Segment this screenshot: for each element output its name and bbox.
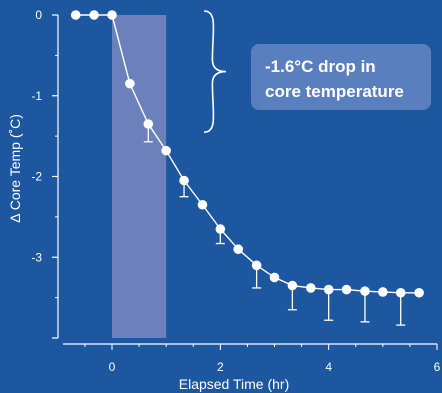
data-point: [197, 199, 208, 210]
data-point: [305, 283, 316, 293]
y-tick-label: -2: [31, 170, 42, 184]
annotation-line-1: -1.6°C drop in: [265, 57, 376, 76]
data-point: [251, 260, 262, 271]
data-point: [414, 287, 424, 298]
y-axis: 0 -1 -2 -3: [31, 8, 59, 339]
annotation-line-2: core temperature: [265, 82, 404, 101]
data-point: [341, 284, 352, 295]
x-tick-label: 2: [217, 360, 224, 374]
annotation-box: [251, 44, 431, 110]
data-point: [287, 280, 298, 291]
y-tick-label: -1: [31, 89, 42, 103]
annotation-callout: -1.6°C drop in core temperature: [251, 44, 431, 110]
y-axis-title: Δ Core Temp (˚C): [7, 114, 23, 223]
x-tick-label: 4: [325, 360, 332, 374]
data-point: [323, 284, 334, 295]
data-point: [269, 272, 280, 283]
data-point: [143, 119, 154, 129]
data-point: [215, 224, 226, 234]
data-points: [70, 10, 424, 298]
data-point: [360, 286, 370, 296]
error-bars: [143, 124, 406, 326]
x-tick-label: 0: [109, 360, 116, 374]
data-point: [378, 287, 388, 297]
annotation-brace: [203, 10, 227, 133]
data-point: [89, 10, 99, 20]
y-tick-label: -3: [31, 250, 42, 264]
data-point: [125, 78, 135, 89]
y-tick-label: 0: [35, 8, 42, 22]
shaded-time-region: [112, 15, 167, 338]
data-point: [107, 10, 117, 20]
data-point: [395, 287, 406, 298]
data-point: [179, 175, 189, 186]
data-point: [161, 145, 171, 156]
data-point: [70, 10, 81, 20]
x-axis: 0 2 4 6: [63, 343, 441, 374]
x-axis-title: Elapsed Time (hr): [179, 376, 289, 392]
x-tick-label: 6: [434, 360, 441, 374]
data-point: [233, 244, 244, 254]
